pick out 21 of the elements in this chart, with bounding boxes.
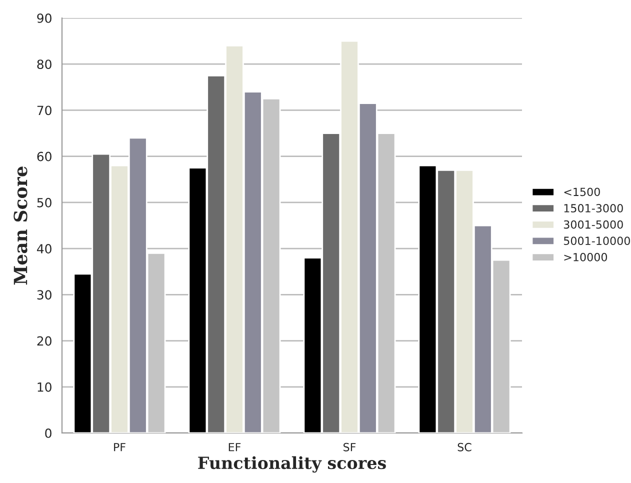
y-tick-label: 50 [37,198,52,208]
legend-label: 5001-10000 [564,236,630,246]
legend-label: 3001-5000 [564,220,623,229]
y-tick-label: 20 [37,336,52,346]
y-tick-label: 60 [37,152,52,162]
y-tick-label: 10 [38,382,52,392]
y-tick-label: 40 [36,244,52,254]
legend-label: >10000 [564,252,608,262]
legend-label: <1500 [564,188,600,196]
legend-label: 1501-3000 [564,204,623,212]
x-tick-label: SC [458,442,472,452]
x-axis-title: Functionality scores [198,456,386,473]
y-tick-label: 90 [37,13,52,23]
y-axis-title: Mean Score [14,166,28,285]
y-tick-label: 70 [37,106,52,116]
x-tick-label: PF [114,443,126,452]
x-tick-label: EF [228,443,241,452]
y-tick-label: 80 [37,60,52,70]
x-tick-label: SF [344,442,356,452]
y-tick-label: 30 [37,290,52,300]
y-tick-label: 0 [45,428,52,438]
